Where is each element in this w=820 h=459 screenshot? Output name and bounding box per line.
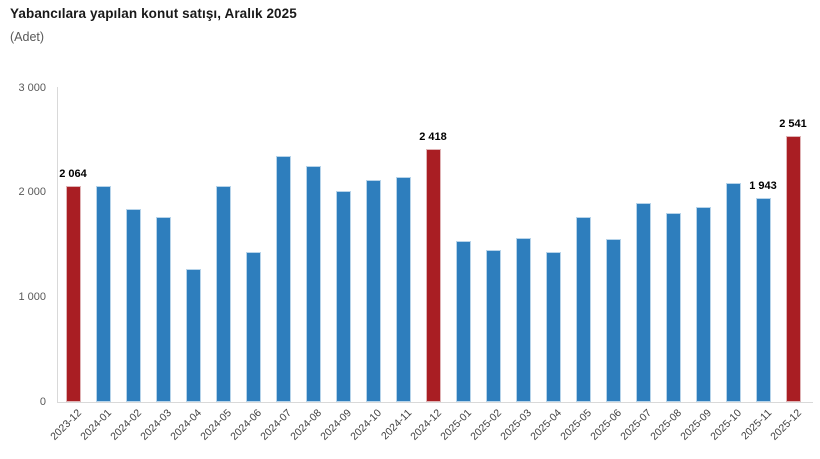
y-axis-line	[57, 87, 58, 402]
x-axis-line	[57, 402, 813, 403]
bar-2025-09	[695, 207, 711, 402]
x-axis-label-2025-09: 2025-09	[678, 407, 715, 443]
bar-2024-11	[395, 176, 411, 402]
bar-2025-02	[485, 250, 501, 402]
bar-2024-09	[335, 190, 351, 402]
x-axis-label-2025-03: 2025-03	[498, 407, 535, 443]
x-axis-label-2024-02: 2024-02	[108, 407, 145, 443]
x-axis-label-2024-05: 2024-05	[198, 407, 235, 443]
y-axis-tick-label: 2 000	[18, 186, 46, 199]
bar-2025-05	[575, 217, 591, 402]
bar-2024-08	[305, 165, 321, 402]
bar-2025-08	[665, 212, 681, 402]
x-axis-label-2025-02: 2025-02	[468, 407, 505, 443]
bar-2024-05	[215, 186, 231, 402]
bar-2024-02	[125, 209, 141, 402]
bar-value-label-2025-11: 1 943	[749, 180, 777, 193]
x-axis-label-2023-12: 2023-12	[48, 407, 85, 443]
bar-value-label-2025-12: 2 541	[779, 117, 807, 130]
x-axis-label-2024-10: 2024-10	[348, 407, 385, 443]
bar-2024-03	[155, 216, 171, 402]
x-axis-label-2025-10: 2025-10	[708, 407, 745, 443]
x-axis-label-2025-01: 2025-01	[438, 407, 475, 443]
x-axis-label-2025-05: 2025-05	[558, 407, 595, 443]
x-axis-label-2024-09: 2024-09	[318, 407, 355, 443]
bar-2024-07	[275, 156, 291, 402]
y-axis-tick-label: 0	[39, 396, 46, 408]
x-axis-label-2024-01: 2024-01	[78, 407, 115, 443]
x-axis-label-2025-12: 2025-12	[768, 407, 805, 443]
bar-2025-11	[755, 198, 771, 402]
x-axis-label-2024-04: 2024-04	[168, 407, 205, 443]
bar-2025-10	[725, 182, 741, 402]
x-axis-label-2025-11: 2025-11	[739, 407, 775, 443]
x-axis-label-2025-06: 2025-06	[588, 407, 625, 443]
bar-2024-12	[425, 148, 441, 402]
x-axis-label-2024-11: 2024-11	[379, 407, 415, 443]
bar-2025-01	[455, 240, 471, 402]
bar-2025-07	[635, 202, 651, 402]
x-axis-label-2024-12: 2024-12	[408, 407, 445, 443]
x-axis-label-2024-06: 2024-06	[228, 407, 265, 443]
x-axis-label-2024-08: 2024-08	[288, 407, 325, 443]
bar-2024-04	[185, 269, 201, 402]
bar-2023-12	[65, 185, 81, 402]
bar-value-label-2024-12: 2 418	[419, 130, 447, 143]
y-axis-tick-label: 3 000	[18, 81, 46, 94]
bar-2024-06	[245, 252, 261, 402]
bar-2025-03	[515, 237, 531, 402]
bar-2025-12	[785, 135, 801, 402]
x-axis-label-2024-07: 2024-07	[258, 407, 295, 443]
chart-unit-label: (Adet)	[10, 30, 45, 44]
bar-2025-06	[605, 238, 621, 402]
x-axis-label-2025-04: 2025-04	[528, 407, 565, 443]
bar-value-label-2023-12: 2 064	[59, 167, 87, 180]
bar-2024-01	[95, 185, 111, 402]
chart-title: Yabancılara yapılan konut satışı, Aralık…	[10, 6, 297, 21]
x-axis-label-2024-03: 2024-03	[138, 407, 175, 443]
y-axis-tick-label: 1 000	[18, 291, 46, 304]
x-axis-label-2025-08: 2025-08	[648, 407, 685, 443]
bar-2024-10	[365, 180, 381, 402]
bar-2025-04	[545, 252, 561, 402]
x-axis-label-2025-07: 2025-07	[618, 407, 655, 443]
